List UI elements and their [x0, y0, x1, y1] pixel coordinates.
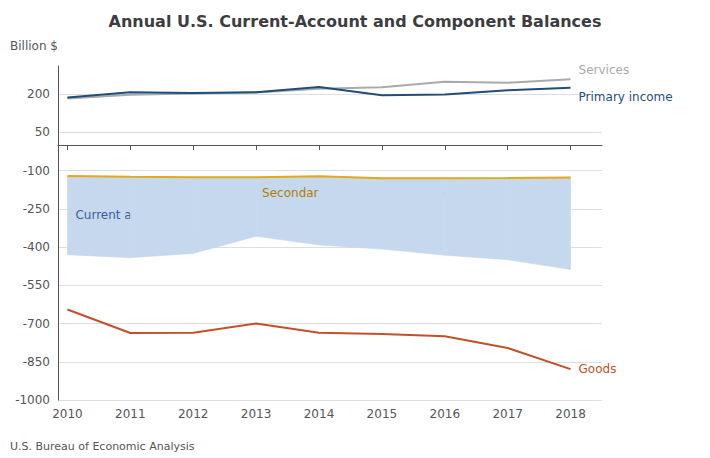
svg-text:-400: -400: [23, 240, 50, 254]
svg-text:-700: -700: [23, 317, 50, 331]
svg-text:-850: -850: [23, 355, 50, 369]
svg-text:2012: 2012: [178, 407, 209, 421]
svg-text:Services: Services: [579, 63, 630, 77]
svg-text:Billion $: Billion $: [10, 39, 58, 53]
svg-text:2010: 2010: [52, 407, 83, 421]
svg-text:2011: 2011: [115, 407, 146, 421]
svg-text:U.S. Bureau of Economic Analys: U.S. Bureau of Economic Analysis: [10, 440, 195, 453]
svg-text:Current account: Current account: [75, 208, 173, 223]
svg-text:2018: 2018: [555, 407, 586, 421]
svg-text:Goods: Goods: [579, 362, 617, 376]
svg-text:50: 50: [35, 125, 50, 139]
svg-text:-100: -100: [23, 164, 50, 178]
svg-text:Annual U.S. Current-Account an: Annual U.S. Current-Account and Componen…: [109, 12, 602, 31]
svg-text:2013: 2013: [241, 407, 272, 421]
svg-text:200: 200: [27, 87, 50, 101]
svg-text:-1000: -1000: [15, 393, 50, 407]
svg-text:2015: 2015: [367, 407, 398, 421]
svg-text:2014: 2014: [304, 407, 335, 421]
svg-text:2016: 2016: [430, 407, 461, 421]
svg-text:2017: 2017: [492, 407, 523, 421]
svg-text:-250: -250: [23, 202, 50, 216]
svg-text:Primary income: Primary income: [579, 90, 673, 104]
svg-text:-550: -550: [23, 278, 50, 292]
